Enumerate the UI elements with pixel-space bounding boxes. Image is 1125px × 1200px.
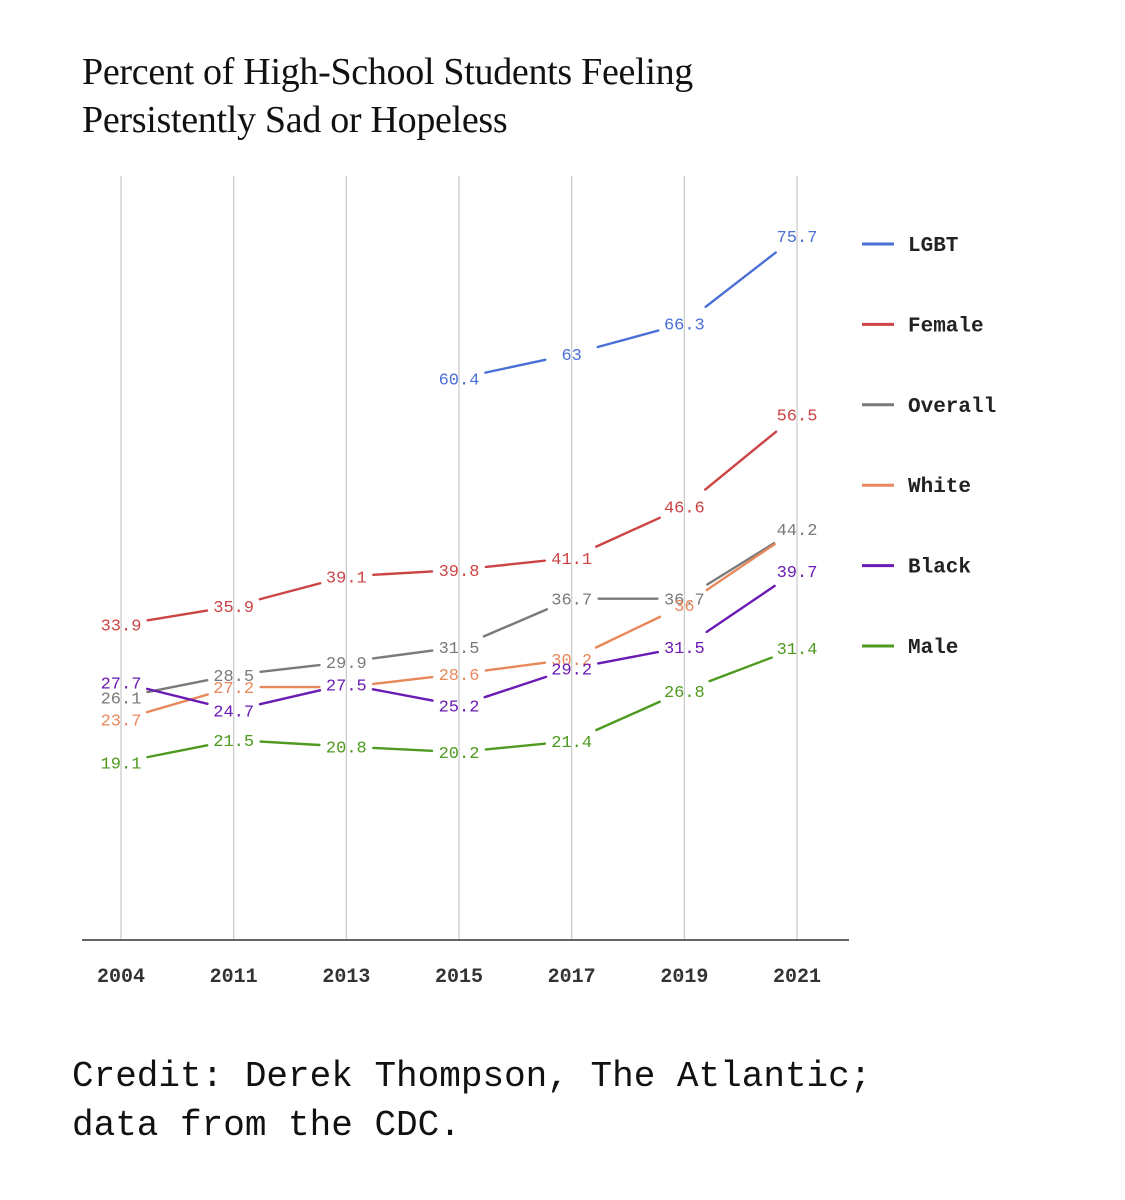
white-line-segment: [371, 675, 434, 686]
white-line-segment: [145, 693, 209, 714]
credit-line-1: Credit: Derek Thompson, The Atlantic;: [72, 1056, 872, 1097]
black-line-segment: [146, 687, 209, 706]
black-line-segment: [483, 675, 548, 699]
female-data-label: 39.8: [439, 563, 480, 582]
x-tick-label-2019: 2019: [660, 966, 708, 989]
chart-title-line-2: Persistently Sad or Hopeless: [82, 99, 508, 141]
white-line-segment: [594, 615, 662, 649]
female-data-label: 35.9: [213, 599, 254, 618]
white-line-segment: [705, 542, 776, 592]
lgbt-data-label: 75.7: [777, 229, 818, 248]
lgbt-line-segment: [596, 329, 660, 349]
black-data-label: 24.7: [213, 703, 254, 722]
male-line-segment: [372, 746, 434, 753]
male-line-segment: [259, 740, 321, 747]
black-line-segment: [258, 689, 322, 706]
overall-line-segment: [146, 678, 209, 694]
legend-label-female: Female: [908, 315, 984, 338]
chart-title: Percent of High-School Students Feeling …: [82, 48, 842, 144]
lgbt-line-segment: [704, 251, 777, 309]
male-data-label: 21.4: [551, 734, 592, 753]
female-line-segment: [595, 516, 661, 548]
female-line-segment: [258, 582, 322, 601]
black-data-label: 27.7: [101, 675, 142, 694]
white-line-segment: [484, 661, 547, 672]
black-line-segment: [705, 584, 776, 634]
line-chart: 2004 2011 2013 2015 2017 2019 2021 60.4 63 66.3 75…: [82, 176, 996, 989]
female-line-segment: [704, 430, 778, 491]
black-data-label: 39.7: [777, 564, 818, 583]
white-data-label: 23.7: [101, 713, 142, 732]
overall-data-label: 31.5: [439, 640, 480, 659]
female-data-label: 33.9: [101, 618, 142, 637]
overall-data-label: 36.7: [551, 592, 592, 611]
x-tick-label-2015: 2015: [435, 966, 483, 989]
credit-line-2: data from the CDC.: [72, 1105, 461, 1146]
overall-line-segment: [706, 541, 776, 586]
lgbt-data-label: 63: [561, 347, 581, 366]
black-data-label: 29.2: [551, 661, 592, 680]
black-data-label: 31.5: [664, 640, 705, 659]
male-line-segment: [146, 744, 209, 759]
male-line-segment: [708, 656, 773, 683]
lgbt-data-label: 66.3: [664, 316, 705, 335]
male-data-label: 31.4: [777, 641, 818, 660]
black-line-segment: [597, 650, 660, 665]
female-line-segment: [372, 570, 434, 577]
male-data-label: 21.5: [213, 733, 254, 752]
x-tick-label-2011: 2011: [210, 966, 258, 989]
legend-label-black: Black: [908, 557, 971, 580]
male-data-label: 26.8: [664, 684, 705, 703]
legend-label-overall: Overall: [908, 396, 996, 419]
female-data-label: 56.5: [777, 408, 818, 427]
overall-line-segment: [371, 649, 434, 660]
male-data-label: 20.8: [326, 740, 367, 759]
legend-label-lgbt: LGBT: [908, 235, 958, 258]
female-line-segment: [146, 609, 209, 622]
female-data-label: 41.1: [551, 551, 592, 570]
overall-data-label: 28.5: [213, 668, 254, 687]
lgbt-data-label: 60.4: [439, 371, 480, 390]
male-data-label: 20.2: [439, 745, 480, 764]
black-data-label: 25.2: [439, 699, 480, 718]
overall-line-segment: [482, 608, 549, 638]
female-data-label: 39.1: [326, 569, 367, 588]
chart-title-line-1: Percent of High-School Students Feeling: [82, 51, 693, 93]
overall-data-label: 36.7: [664, 592, 705, 611]
black-data-label: 27.5: [326, 677, 367, 696]
legend-label-white: White: [908, 476, 971, 499]
x-tick-label-2017: 2017: [548, 966, 596, 989]
male-line-segment: [595, 700, 661, 732]
overall-data-label: 29.9: [326, 655, 367, 674]
overall-data-label: 44.2: [777, 522, 818, 541]
x-tick-label-2004: 2004: [97, 966, 145, 989]
white-data-label: 27.2: [213, 680, 254, 699]
white-data-label: 28.6: [439, 667, 480, 686]
white-data-label: 30.2: [551, 652, 592, 671]
x-tick-label-2021: 2021: [773, 966, 821, 989]
overall-line-segment: [259, 663, 321, 674]
overall-data-label: 26.1: [101, 690, 142, 709]
female-data-label: 46.6: [664, 500, 705, 519]
female-line-segment: [484, 559, 547, 569]
legend-label-male: Male: [908, 637, 958, 660]
lgbt-line-segment: [484, 358, 547, 374]
white-data-label: 36: [674, 598, 694, 617]
male-line-segment: [484, 742, 547, 751]
black-line-segment: [371, 688, 434, 702]
male-data-label: 19.1: [101, 755, 142, 774]
credit-note: Credit: Derek Thompson, The Atlantic; da…: [72, 1052, 1072, 1150]
x-tick-label-2013: 2013: [322, 966, 370, 989]
